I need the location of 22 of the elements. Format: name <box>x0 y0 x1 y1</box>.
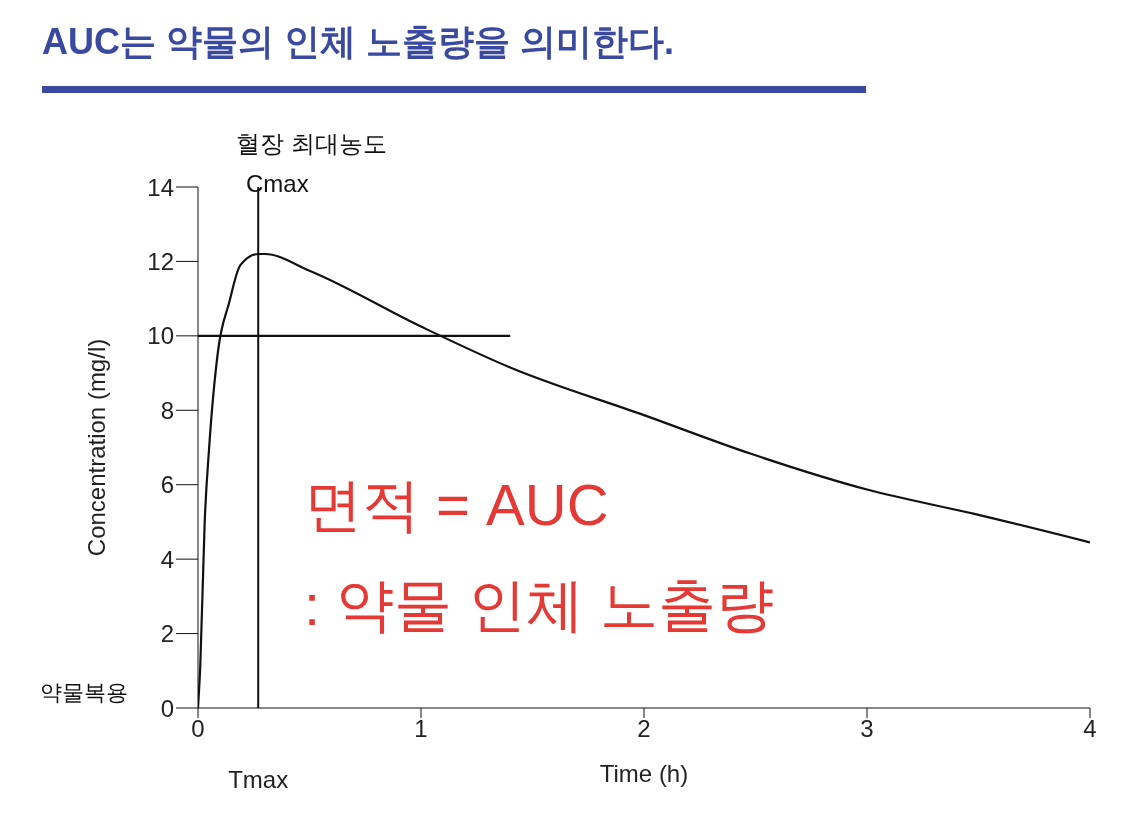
y-tick-label: 12 <box>147 247 174 275</box>
y-tick-label: 8 <box>160 396 174 424</box>
y-tick-label: 14 <box>147 173 174 201</box>
annotation: 면적 = AUC <box>304 471 609 539</box>
x-tick-label: 0 <box>191 715 205 743</box>
x-tick-label: 2 <box>637 715 651 743</box>
annotation: Cmax <box>246 170 309 199</box>
y-tick-label: 10 <box>147 322 174 350</box>
x-axis-title: Time (h) <box>599 760 689 787</box>
ref-line-label: Tmax <box>228 766 289 793</box>
x-tick-label: 1 <box>414 715 428 743</box>
y-tick-label: 6 <box>160 471 174 499</box>
y-tick-label: 2 <box>160 620 174 648</box>
y-tick-label: 0 <box>160 694 174 722</box>
y-axis-title: Concentration (mg/l) <box>82 338 110 557</box>
x-tick-label: 4 <box>1083 715 1097 743</box>
chart-title: AUC는 약물의 인체 노출량을 의미한다. <box>42 20 675 64</box>
x-tick-label: 3 <box>860 715 874 743</box>
text: 약물복용 <box>40 680 128 707</box>
annotation: : 약물 인체 노출량 <box>304 571 775 639</box>
y-tick-label: 4 <box>160 545 174 573</box>
text: 혈장 최대농도 <box>236 130 387 159</box>
